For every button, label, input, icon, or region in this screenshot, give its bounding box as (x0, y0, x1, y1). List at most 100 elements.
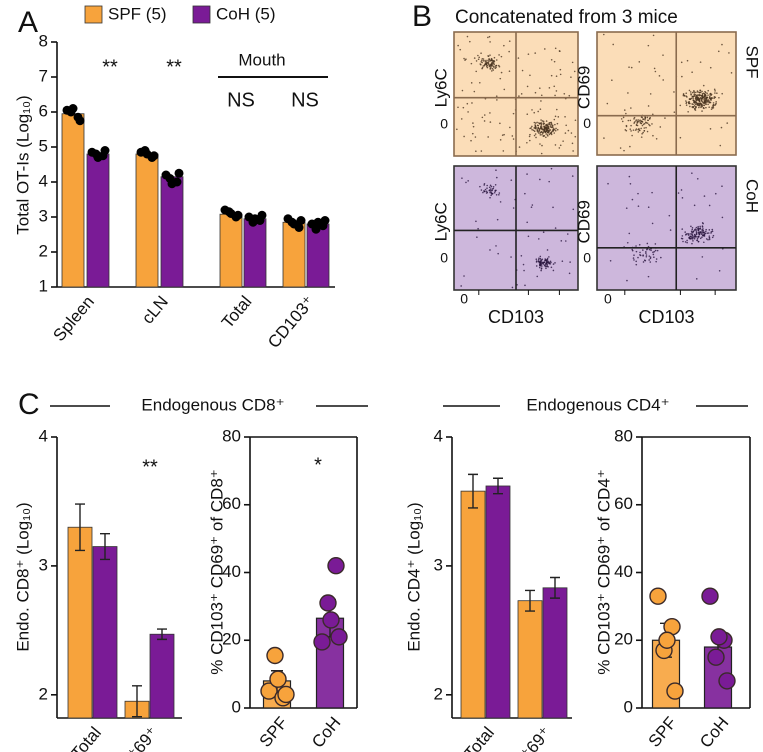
flow-event (489, 41, 491, 43)
flow-event (489, 121, 492, 123)
flow-event (537, 260, 540, 262)
flow-event (645, 255, 648, 258)
flow-event (693, 105, 696, 107)
flow-event (490, 191, 493, 194)
flow-event (546, 131, 549, 134)
flow-event (638, 61, 641, 63)
flow-event (701, 95, 704, 98)
y-tick-label: 0 (232, 697, 241, 716)
flow-event (703, 104, 706, 107)
flow-event (699, 96, 702, 99)
flow-event (640, 127, 642, 130)
flow-event (490, 194, 492, 197)
flow-event (649, 93, 652, 95)
flow-event (550, 133, 553, 136)
flow-event (526, 221, 528, 224)
flow-event (564, 132, 567, 134)
flow-event (555, 90, 558, 92)
flow-event (554, 129, 557, 132)
flow-event (540, 100, 542, 102)
flow-event (546, 264, 549, 266)
flow-event (697, 228, 700, 231)
flow-event (695, 233, 698, 235)
flow-event (563, 93, 566, 95)
flow-event (552, 206, 554, 209)
flow-event (499, 201, 502, 203)
legend-swatch (84, 5, 103, 24)
flow-event (627, 119, 630, 122)
flow-event (700, 103, 703, 106)
y-axis-label: % CD103⁺ CD69⁺ of CD4⁺ (594, 469, 613, 675)
data-point (658, 631, 676, 649)
flow-event (710, 98, 712, 100)
flow-event (704, 94, 706, 96)
y-tick-label: 3 (39, 555, 48, 574)
flow-event (708, 100, 711, 102)
flow-event (651, 191, 653, 194)
flow-event (562, 140, 564, 142)
bar (86, 153, 110, 288)
flow-event (463, 57, 465, 60)
flow-event (649, 257, 652, 260)
flow-event (534, 127, 537, 130)
flow-event (701, 222, 704, 224)
flow-event (545, 120, 548, 122)
flow-event (679, 104, 682, 107)
flow-event (717, 50, 720, 53)
flow-event (635, 124, 638, 126)
flow-event (635, 245, 637, 247)
flow-event (544, 258, 547, 261)
flow-event (719, 144, 722, 147)
flow-event (695, 106, 698, 108)
flow-event (461, 177, 463, 179)
flow-event (486, 61, 489, 64)
flow-event (574, 135, 577, 138)
legend-label: SPF (5) (108, 4, 167, 23)
annotation: NS (291, 89, 319, 111)
flow-event (632, 257, 635, 259)
x-axis-label: CD103 (488, 307, 544, 327)
flow-event (681, 228, 684, 230)
flow-event (635, 120, 637, 122)
flow-event (489, 191, 491, 194)
flow-event (701, 100, 704, 103)
data-point (322, 611, 340, 629)
flow-event (603, 33, 605, 36)
flow-event (721, 92, 723, 95)
data-point (100, 146, 110, 155)
flow-event (495, 194, 498, 196)
data-point (313, 217, 323, 227)
flow-event (539, 87, 541, 89)
flow-event (538, 132, 540, 134)
flow-event (541, 131, 544, 134)
flow-event (699, 94, 702, 97)
flow-event (637, 192, 639, 195)
flow-event (553, 118, 556, 121)
flow-event (709, 101, 711, 104)
flow-event (708, 238, 711, 241)
flow-event (637, 120, 639, 123)
flow-event (709, 93, 712, 95)
flow-event (698, 91, 701, 94)
flow-event (548, 133, 551, 136)
flow-event (528, 135, 531, 138)
bar (243, 218, 267, 288)
flow-event (685, 104, 688, 106)
flow-event (639, 254, 641, 256)
flow-event (523, 269, 525, 272)
flow-event (692, 230, 695, 233)
data-point (167, 179, 177, 189)
flow-event (693, 93, 695, 96)
flow-event (565, 124, 567, 127)
flow-event (503, 88, 506, 91)
flow-event (647, 206, 650, 209)
y-tick-label: 0 (624, 697, 633, 716)
flow-event (660, 256, 662, 259)
flow-event (696, 239, 698, 242)
flow-event (681, 75, 683, 78)
x-tick-label: 103⁺69⁺ (499, 723, 555, 752)
flow-event (555, 127, 557, 130)
flow-event (490, 185, 493, 188)
flow-event (637, 256, 639, 259)
data-point (710, 628, 728, 646)
